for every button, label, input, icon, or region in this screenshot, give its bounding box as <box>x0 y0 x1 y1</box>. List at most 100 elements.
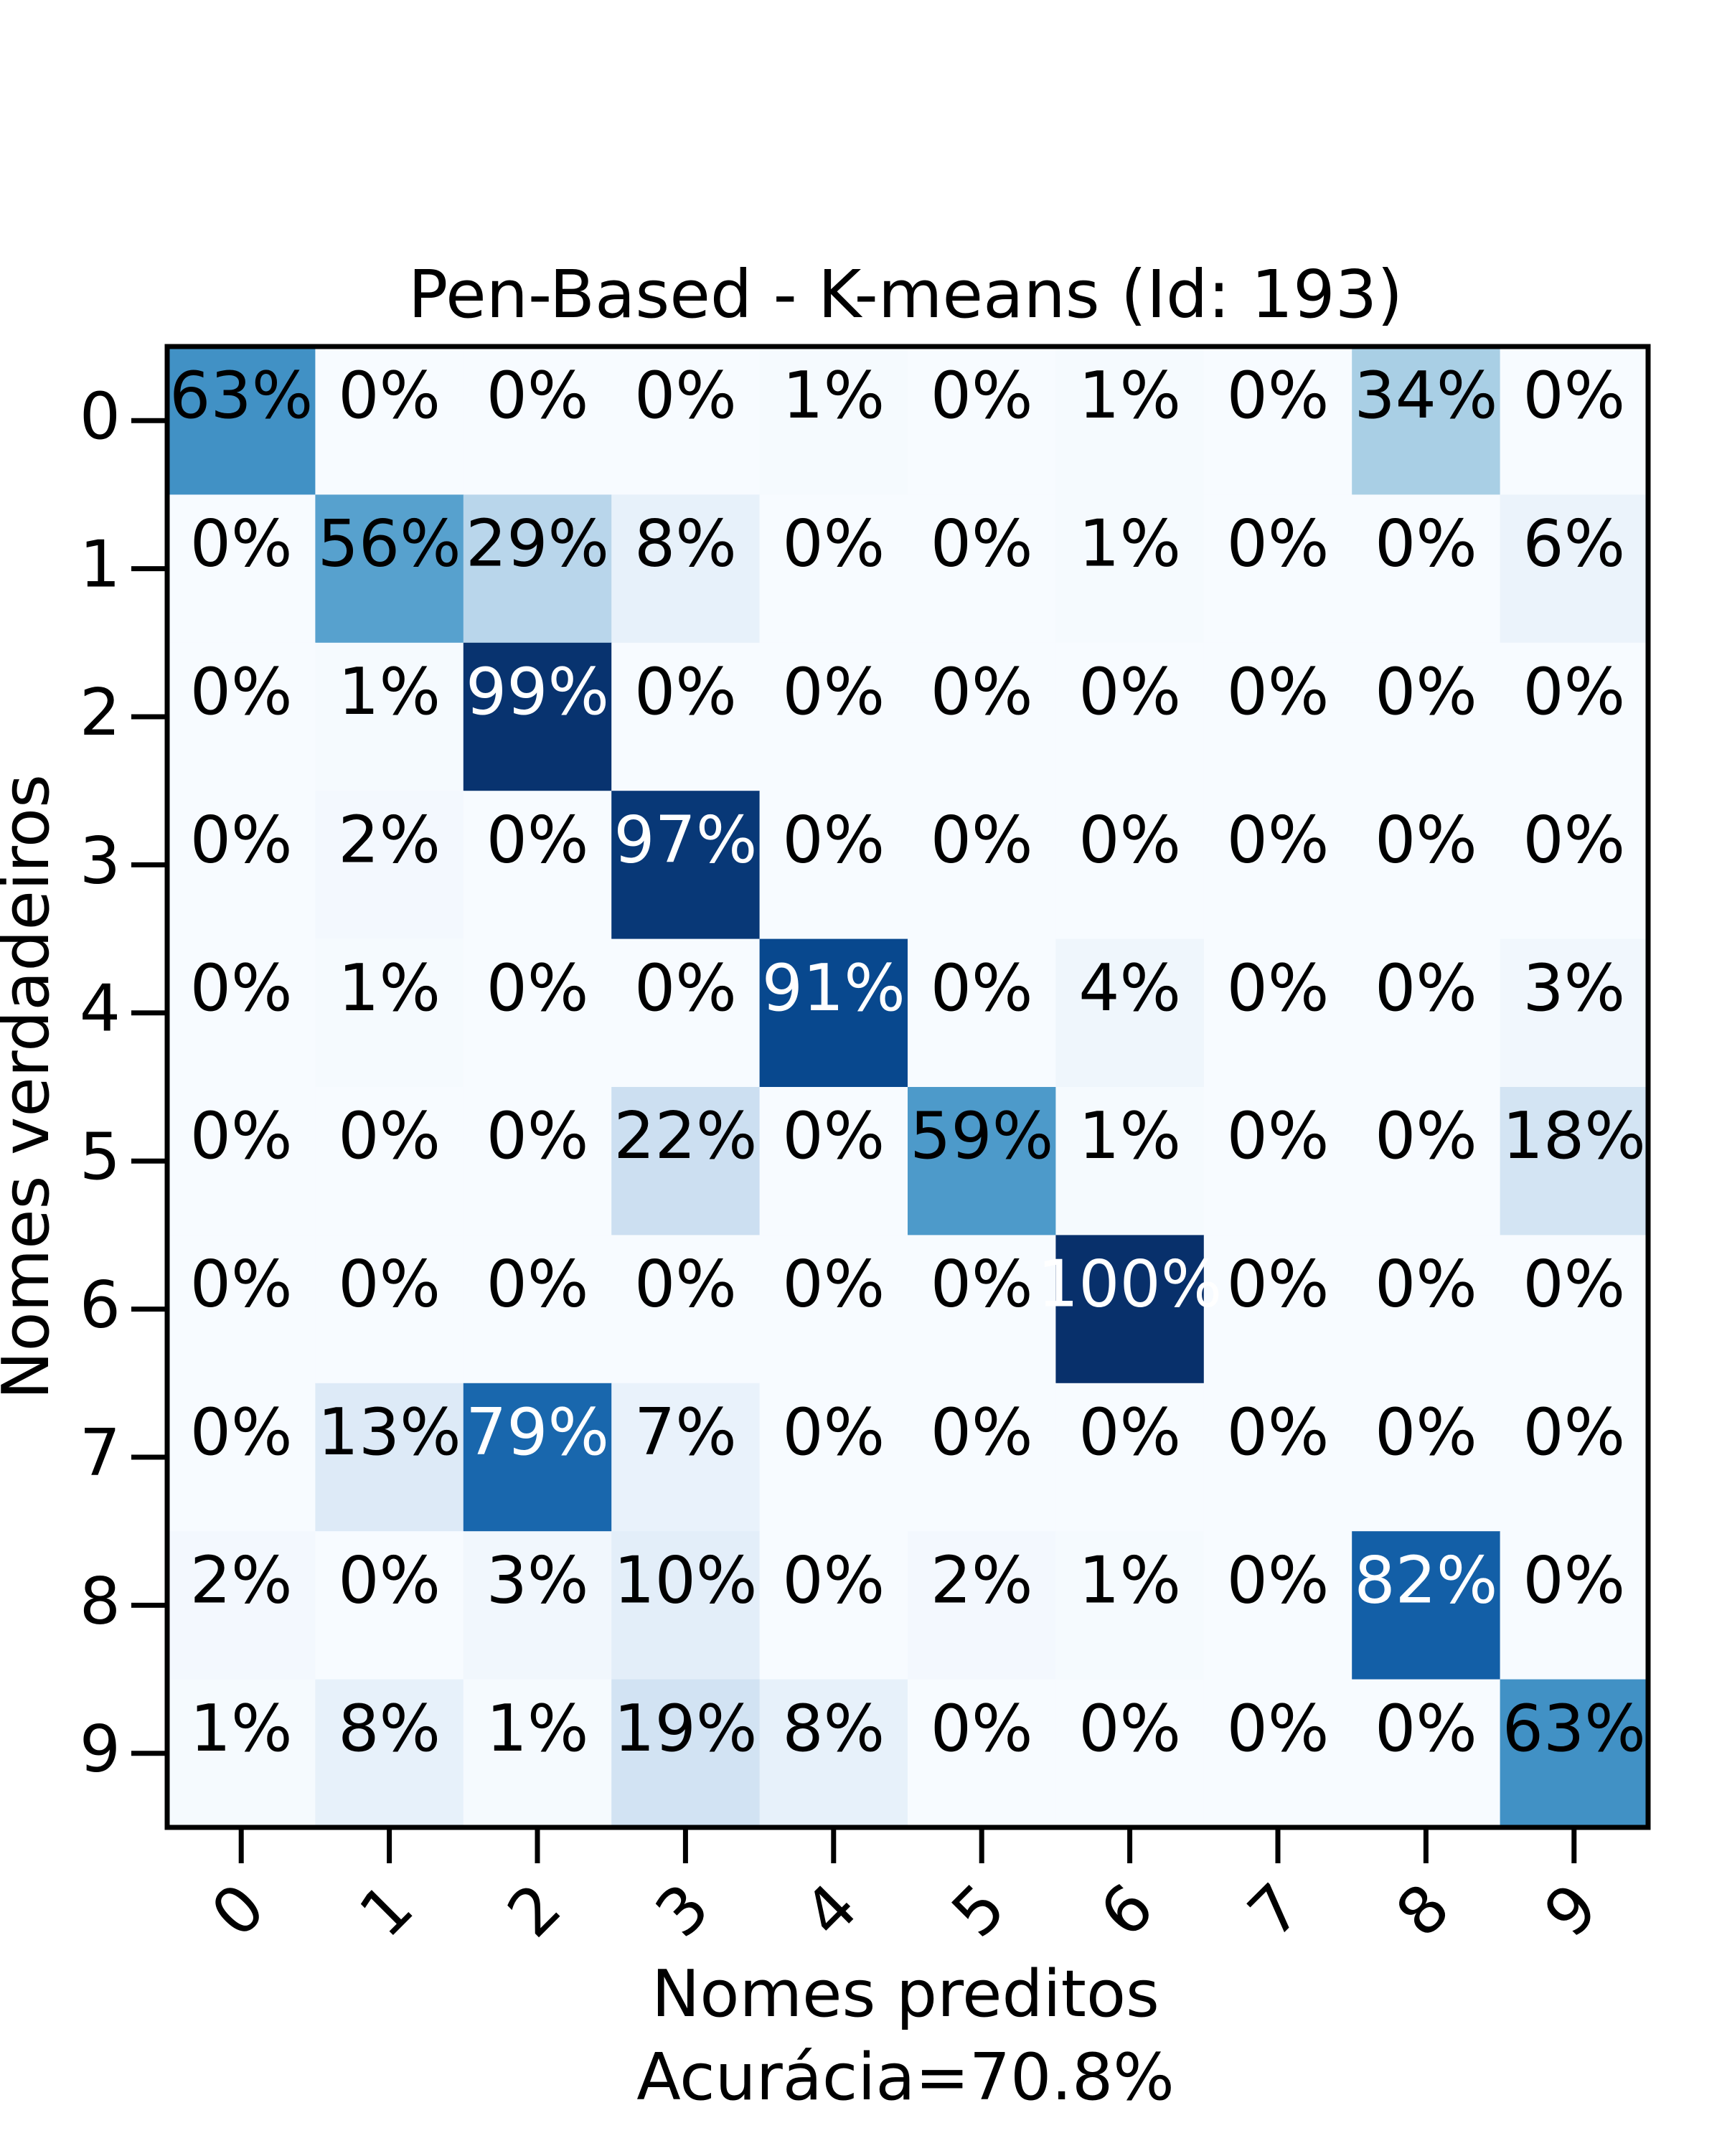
heatmap-cell-0-5 <box>908 347 1056 495</box>
heatmap-cell-2-3 <box>611 642 761 791</box>
y-tick-label-6: 6 <box>80 1267 121 1342</box>
cell-label-1-5: 0% <box>931 507 1033 582</box>
cell-label-8-2: 3% <box>486 1543 589 1618</box>
heatmap-cell-8-2 <box>463 1531 612 1680</box>
heatmap-cell-2-2 <box>463 642 612 791</box>
y-tick-label-3: 3 <box>80 823 121 898</box>
cell-label-1-7: 0% <box>1227 507 1330 582</box>
cell-label-3-4: 0% <box>782 802 885 877</box>
heatmap-cell-2-8 <box>1352 642 1501 791</box>
heatmap-cell-8-4 <box>759 1531 908 1680</box>
heatmap-cell-8-8 <box>1352 1531 1501 1680</box>
heatmap-cell-1-3 <box>611 494 761 644</box>
cell-label-3-6: 0% <box>1078 802 1181 877</box>
heatmap-cell-3-5 <box>908 791 1056 940</box>
heatmap-cell-4-1 <box>315 938 464 1088</box>
cell-label-7-3: 7% <box>634 1395 737 1470</box>
cell-label-2-9: 0% <box>1523 654 1625 730</box>
heatmap-cell-7-5 <box>908 1383 1056 1532</box>
heatmap-cell-6-2 <box>463 1235 612 1384</box>
cell-label-8-5: 2% <box>931 1543 1033 1618</box>
cell-label-0-5: 0% <box>931 358 1033 433</box>
accuracy-label: Acurácia=70.8% <box>636 2040 1175 2115</box>
heatmap-cell-1-7 <box>1203 494 1352 644</box>
cell-value-labels: 63% 0% 0% 0% 1% 0% 1% 0% 34% 0% 0% 56% 29% 8% 0% 0% 1% 0%… <box>169 358 1646 1766</box>
x-tick-label-4: 4 <box>789 1870 872 1952</box>
heatmap-cell-6-9 <box>1500 1235 1649 1384</box>
cell-label-4-6: 4% <box>1078 951 1181 1026</box>
heatmap-cell-3-4 <box>759 791 908 940</box>
cell-label-2-5: 0% <box>931 654 1033 730</box>
heatmap-cell-7-6 <box>1055 1383 1205 1532</box>
heatmap-cell-8-3 <box>611 1531 761 1680</box>
heatmap-cells <box>167 347 1649 1828</box>
cell-label-4-1: 1% <box>338 951 441 1026</box>
heatmap-cell-8-7 <box>1203 1531 1352 1680</box>
cell-label-3-2: 0% <box>486 802 589 877</box>
x-axis-label: Nomes preditos <box>651 1957 1159 2032</box>
cell-label-1-6: 1% <box>1078 507 1181 582</box>
heatmap-cell-8-9 <box>1500 1531 1649 1680</box>
heatmap-cell-9-8 <box>1352 1679 1501 1828</box>
heatmap-cell-1-9 <box>1500 494 1649 644</box>
heatmap-cell-7-8 <box>1352 1383 1501 1532</box>
cell-label-5-1: 0% <box>338 1098 441 1174</box>
x-tick-label-7: 7 <box>1234 1870 1317 1952</box>
heatmap-cell-4-5 <box>908 938 1056 1088</box>
cell-label-9-5: 0% <box>931 1691 1033 1766</box>
heatmap-cell-8-1 <box>315 1531 464 1680</box>
x-tick-label-8: 8 <box>1382 1870 1464 1952</box>
heatmap-cell-3-8 <box>1352 791 1501 940</box>
cell-label-5-6: 1% <box>1078 1098 1181 1174</box>
cell-label-7-0: 0% <box>190 1395 293 1470</box>
cell-label-2-8: 0% <box>1375 654 1477 730</box>
heatmap-cell-3-2 <box>463 791 612 940</box>
y-tick-label-4: 4 <box>80 971 121 1047</box>
cell-label-5-9: 18% <box>1502 1098 1646 1174</box>
heatmap-cell-5-9 <box>1500 1087 1649 1235</box>
heatmap-cell-6-5 <box>908 1235 1056 1384</box>
cell-label-8-3: 10% <box>613 1543 757 1618</box>
cell-label-8-0: 2% <box>190 1543 293 1618</box>
y-tick-label-5: 5 <box>80 1119 121 1195</box>
heatmap-cell-8-6 <box>1055 1531 1205 1680</box>
y-axis-label: Nomes verdadeiros <box>0 774 64 1400</box>
heatmap-cell-5-7 <box>1203 1087 1352 1235</box>
cell-label-0-9: 0% <box>1523 358 1625 433</box>
heatmap-cell-6-0 <box>167 1235 316 1384</box>
cell-label-9-3: 19% <box>613 1691 757 1766</box>
cell-label-0-7: 0% <box>1227 358 1330 433</box>
cell-label-4-0: 0% <box>190 951 293 1026</box>
cell-label-7-5: 0% <box>931 1395 1033 1470</box>
heatmap-cell-1-0 <box>167 494 316 644</box>
cell-label-8-4: 0% <box>782 1543 885 1618</box>
x-tick-label-0: 0 <box>197 1870 280 1952</box>
cell-label-3-9: 0% <box>1523 802 1625 877</box>
cell-label-1-4: 0% <box>782 507 885 582</box>
heatmap-cell-2-1 <box>315 642 464 791</box>
heatmap-cell-5-0 <box>167 1087 316 1235</box>
heatmap-cell-2-6 <box>1055 642 1205 791</box>
heatmap-cell-3-6 <box>1055 791 1205 940</box>
cell-label-9-6: 0% <box>1078 1691 1181 1766</box>
cell-label-2-1: 1% <box>338 654 441 730</box>
cell-label-5-2: 0% <box>486 1098 589 1174</box>
cell-label-5-8: 0% <box>1375 1098 1477 1174</box>
cell-label-5-3: 22% <box>613 1098 757 1174</box>
cell-label-4-8: 0% <box>1375 951 1477 1026</box>
heatmap-cell-2-4 <box>759 642 908 791</box>
heatmap-cell-4-6 <box>1055 938 1205 1088</box>
heatmap-cell-8-5 <box>908 1531 1056 1680</box>
cell-label-0-6: 1% <box>1078 358 1181 433</box>
cell-label-3-8: 0% <box>1375 802 1477 877</box>
cell-label-5-4: 0% <box>782 1098 885 1174</box>
heatmap-cell-4-2 <box>463 938 612 1088</box>
y-tick-label-0: 0 <box>80 379 121 454</box>
cell-label-5-7: 0% <box>1227 1098 1330 1174</box>
cell-label-6-4: 0% <box>782 1247 885 1322</box>
cell-label-7-8: 0% <box>1375 1395 1477 1470</box>
heatmap-cell-0-6 <box>1055 347 1205 495</box>
cell-label-2-7: 0% <box>1227 654 1330 730</box>
